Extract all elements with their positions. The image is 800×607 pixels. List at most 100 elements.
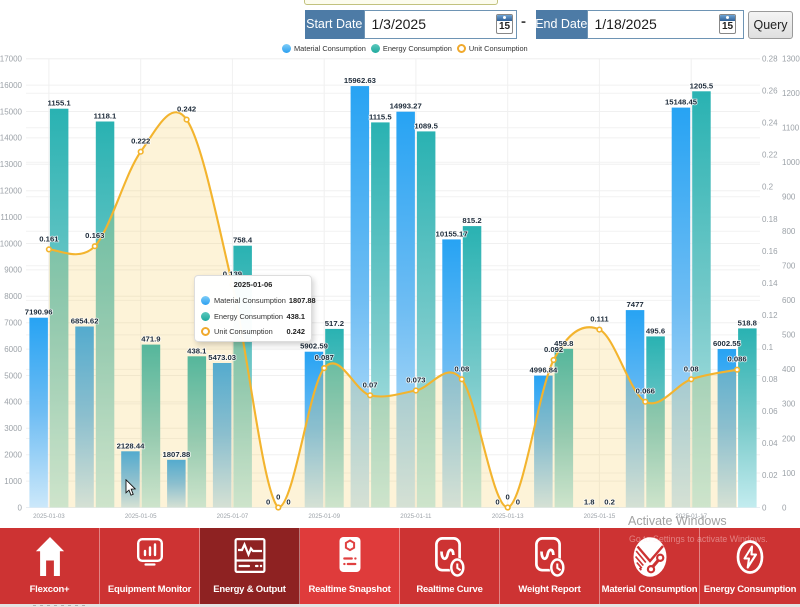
svg-text:200: 200 xyxy=(782,434,796,443)
svg-text:0.26: 0.26 xyxy=(762,87,778,96)
svg-text:400: 400 xyxy=(782,365,796,374)
svg-text:6854.62: 6854.62 xyxy=(71,317,99,326)
svg-text:0.086: 0.086 xyxy=(727,355,746,364)
svg-text:0.242: 0.242 xyxy=(177,105,196,114)
svg-text:4996.84: 4996.84 xyxy=(530,366,559,375)
svg-text:0.066: 0.066 xyxy=(636,387,655,396)
svg-text:7477: 7477 xyxy=(627,300,644,309)
svg-text:517.2: 517.2 xyxy=(325,319,344,328)
svg-text:1000: 1000 xyxy=(782,158,800,167)
svg-text:8000: 8000 xyxy=(4,292,22,301)
svg-text:1205.5: 1205.5 xyxy=(690,81,714,90)
svg-text:0.161: 0.161 xyxy=(39,234,59,243)
svg-text:1089.5: 1089.5 xyxy=(414,121,438,130)
svg-text:12000: 12000 xyxy=(0,187,23,196)
svg-text:0.16: 0.16 xyxy=(762,247,778,256)
svg-text:0.07: 0.07 xyxy=(363,380,378,389)
svg-text:2025-01-13: 2025-01-13 xyxy=(492,513,524,520)
svg-text:0: 0 xyxy=(506,493,510,502)
svg-text:0.222: 0.222 xyxy=(131,137,150,146)
svg-text:2025-01-05: 2025-01-05 xyxy=(125,513,157,520)
svg-text:0.163: 0.163 xyxy=(85,231,104,240)
svg-text:0.1: 0.1 xyxy=(762,343,774,352)
svg-text:10000: 10000 xyxy=(0,239,23,248)
svg-text:0: 0 xyxy=(516,498,520,507)
svg-text:0: 0 xyxy=(782,503,787,512)
svg-text:0.087: 0.087 xyxy=(315,353,334,362)
svg-text:15962.63: 15962.63 xyxy=(344,76,376,85)
svg-text:0.14: 0.14 xyxy=(762,279,778,288)
svg-text:300: 300 xyxy=(782,400,796,409)
svg-text:600: 600 xyxy=(782,296,796,305)
svg-text:0: 0 xyxy=(286,498,290,507)
svg-text:10155.17: 10155.17 xyxy=(436,229,468,238)
svg-text:1155.1: 1155.1 xyxy=(48,99,72,108)
svg-text:495.6: 495.6 xyxy=(646,326,665,335)
svg-text:438.1: 438.1 xyxy=(187,346,207,355)
svg-text:2128.44: 2128.44 xyxy=(117,441,146,450)
svg-text:0.092: 0.092 xyxy=(544,345,563,354)
svg-text:2025-01-09: 2025-01-09 xyxy=(308,513,340,520)
svg-text:14993.27: 14993.27 xyxy=(390,102,422,111)
svg-text:1100: 1100 xyxy=(782,124,800,133)
svg-text:14000: 14000 xyxy=(0,134,23,143)
svg-text:4000: 4000 xyxy=(4,398,22,407)
svg-text:2025-01-15: 2025-01-15 xyxy=(584,513,616,520)
svg-text:16000: 16000 xyxy=(0,81,23,90)
svg-text:0.12: 0.12 xyxy=(762,311,778,320)
svg-text:0.28: 0.28 xyxy=(762,55,778,64)
svg-text:0.24: 0.24 xyxy=(762,119,778,128)
svg-text:0.2: 0.2 xyxy=(604,497,615,506)
svg-text:0.073: 0.073 xyxy=(406,376,425,385)
svg-text:518.8: 518.8 xyxy=(738,318,758,327)
svg-text:1000: 1000 xyxy=(4,477,22,486)
svg-text:0: 0 xyxy=(495,498,499,507)
svg-text:0.02: 0.02 xyxy=(762,471,778,480)
svg-text:5000: 5000 xyxy=(4,371,22,380)
svg-text:5473.03: 5473.03 xyxy=(208,353,236,362)
svg-text:758.4: 758.4 xyxy=(233,236,253,245)
svg-text:7000: 7000 xyxy=(4,319,22,328)
svg-text:15148.45: 15148.45 xyxy=(665,98,698,107)
svg-text:0.08: 0.08 xyxy=(684,364,700,373)
svg-text:6002.55: 6002.55 xyxy=(713,339,742,348)
svg-text:2000: 2000 xyxy=(4,451,22,460)
svg-text:5902.59: 5902.59 xyxy=(300,342,328,351)
svg-text:471.9: 471.9 xyxy=(141,335,160,344)
svg-text:0: 0 xyxy=(276,493,280,502)
svg-text:0: 0 xyxy=(18,503,23,512)
svg-text:1118.1: 1118.1 xyxy=(94,112,117,121)
svg-text:0.22: 0.22 xyxy=(762,151,778,160)
svg-text:1807.88: 1807.88 xyxy=(163,450,192,459)
svg-text:1115.5: 1115.5 xyxy=(369,112,392,121)
svg-text:0: 0 xyxy=(266,498,270,507)
svg-text:0.08: 0.08 xyxy=(762,375,778,384)
svg-text:700: 700 xyxy=(782,262,796,271)
svg-text:0.2: 0.2 xyxy=(762,183,774,192)
svg-text:2025-01-03: 2025-01-03 xyxy=(33,513,65,520)
svg-text:2025-01-07: 2025-01-07 xyxy=(217,513,249,520)
svg-text:0.08: 0.08 xyxy=(454,364,470,373)
svg-text:11000: 11000 xyxy=(0,213,22,222)
svg-text:815.2: 815.2 xyxy=(462,216,481,225)
svg-text:9000: 9000 xyxy=(4,266,22,275)
svg-text:0: 0 xyxy=(762,503,767,512)
svg-text:800: 800 xyxy=(782,227,796,236)
svg-text:0.06: 0.06 xyxy=(762,407,778,416)
svg-text:13000: 13000 xyxy=(0,160,23,169)
svg-text:1.8: 1.8 xyxy=(584,498,595,507)
svg-text:0.18: 0.18 xyxy=(762,215,778,224)
svg-text:7190.96: 7190.96 xyxy=(25,308,53,317)
svg-text:100: 100 xyxy=(782,469,796,478)
svg-text:17000: 17000 xyxy=(0,55,23,64)
svg-text:15000: 15000 xyxy=(0,107,23,116)
svg-text:0.111: 0.111 xyxy=(590,315,609,324)
svg-text:500: 500 xyxy=(782,331,796,340)
svg-text:6000: 6000 xyxy=(4,345,22,354)
svg-text:0.04: 0.04 xyxy=(762,439,778,448)
svg-text:1300: 1300 xyxy=(782,55,800,64)
svg-text:3000: 3000 xyxy=(4,424,22,433)
svg-text:900: 900 xyxy=(782,193,796,202)
svg-text:2025-01-11: 2025-01-11 xyxy=(400,513,432,520)
svg-text:1200: 1200 xyxy=(782,89,800,98)
